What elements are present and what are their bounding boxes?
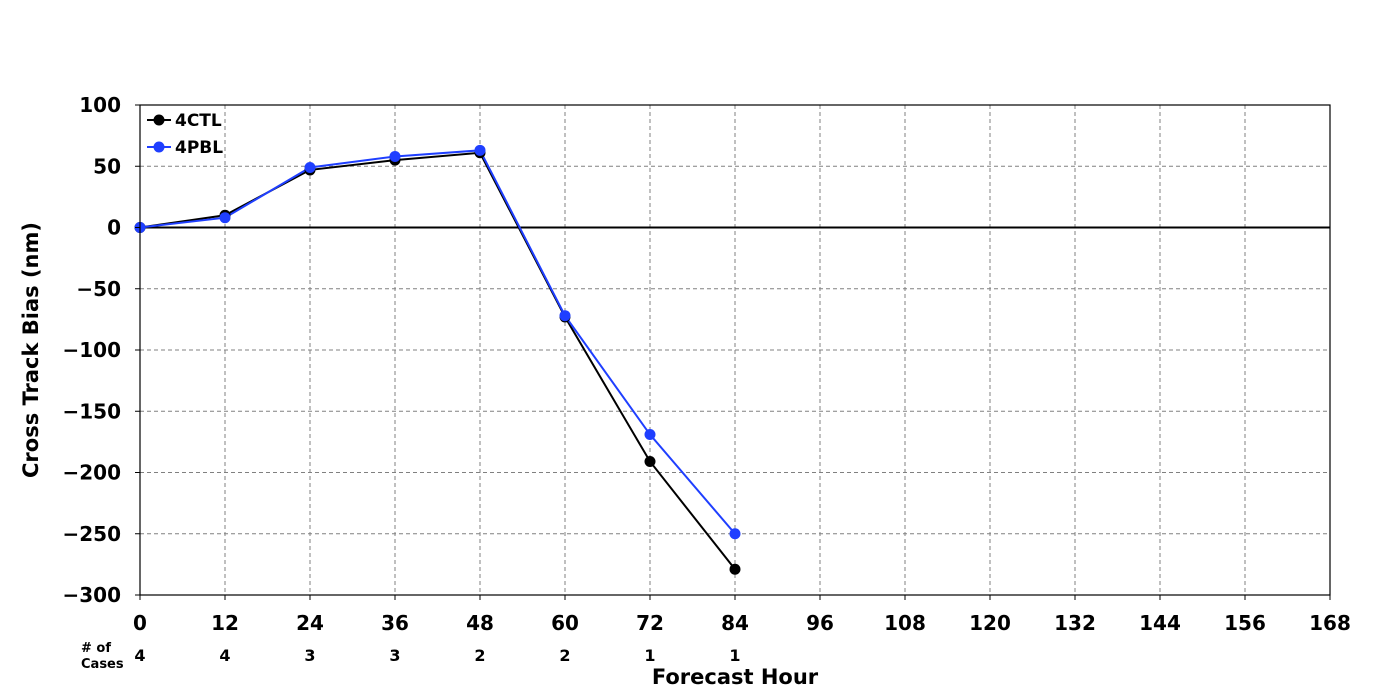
- y-axis-ticks: −300 −250 −200 −150 −100 −50 0 50 100: [62, 93, 140, 607]
- series-point-4pbl: [559, 310, 571, 322]
- cases-row: # of Cases 4 4 3 3 2 2 1 1: [81, 641, 741, 672]
- x-tick-label: 168: [1309, 611, 1351, 635]
- x-tick-label: 36: [381, 611, 409, 635]
- series-point-4ctl: [729, 563, 741, 575]
- cases-header-line1: # of: [81, 641, 111, 656]
- y-tick-label: −200: [62, 461, 121, 485]
- x-tick-label: 24: [296, 611, 324, 635]
- cases-count: 4: [134, 646, 145, 665]
- series-point-4pbl: [729, 528, 741, 540]
- legend-item-4pbl: 4PBL: [147, 138, 223, 158]
- series-layer: [134, 144, 741, 575]
- x-tick-label: 84: [721, 611, 749, 635]
- x-tick-label: 108: [884, 611, 926, 635]
- series-point-4ctl: [644, 455, 656, 467]
- y-tick-label: −50: [76, 277, 121, 301]
- x-tick-label: 156: [1224, 611, 1266, 635]
- series-point-4pbl: [474, 144, 486, 156]
- cases-count: 1: [644, 646, 655, 665]
- y-tick-label: 50: [93, 154, 121, 178]
- x-tick-label: 120: [969, 611, 1011, 635]
- x-tick-label: 72: [636, 611, 664, 635]
- cases-count: 2: [559, 646, 570, 665]
- legend: 4CTL 4PBL: [147, 111, 223, 158]
- cases-count: 4: [219, 646, 230, 665]
- y-tick-label: −250: [62, 522, 121, 546]
- series-line-4ctl: [139, 151, 736, 570]
- legend-item-4ctl: 4CTL: [147, 111, 222, 131]
- x-tick-label: 144: [1139, 611, 1181, 635]
- x-tick-label: 12: [211, 611, 239, 635]
- x-axis-title: Forecast Hour: [652, 665, 819, 689]
- x-axis-ticks: 0 12 24 36 48 60 72 84 96 108 120 132 144 156 168: [133, 595, 1351, 635]
- x-tick-label: 96: [806, 611, 834, 635]
- legend-label: 4PBL: [175, 138, 223, 158]
- x-tick-label: 60: [551, 611, 579, 635]
- y-tick-label: −150: [62, 399, 121, 423]
- cases-header-line2: Cases: [81, 657, 124, 672]
- series-point-4pbl: [644, 429, 656, 441]
- cases-count: 3: [389, 646, 400, 665]
- legend-swatch-marker: [153, 141, 165, 153]
- series-point-4pbl: [219, 212, 231, 224]
- y-axis-title: Cross Track Bias (nm): [19, 222, 43, 478]
- y-tick-label: −300: [62, 583, 121, 607]
- cases-count: 1: [729, 646, 740, 665]
- y-tick-label: 100: [79, 93, 121, 117]
- legend-swatch-marker: [153, 114, 165, 126]
- cases-count: 3: [304, 646, 315, 665]
- y-tick-label: 0: [107, 216, 121, 240]
- grid-lines: [140, 105, 1330, 595]
- series-line-4pbl: [139, 149, 736, 535]
- x-tick-label: 132: [1054, 611, 1096, 635]
- series-point-4pbl: [304, 161, 316, 173]
- legend-label: 4CTL: [175, 111, 222, 131]
- x-tick-label: 0: [133, 611, 147, 635]
- series-point-4pbl: [389, 150, 401, 162]
- y-tick-label: −100: [62, 338, 121, 362]
- cases-count: 2: [474, 646, 485, 665]
- x-tick-label: 48: [466, 611, 494, 635]
